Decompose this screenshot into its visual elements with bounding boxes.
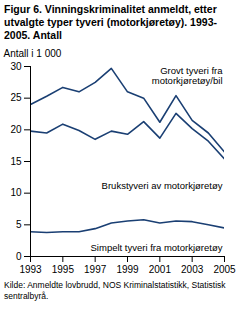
- svg-text:Simpelt tyveri fra motorkjøret: Simpelt tyveri fra motorkjøretøy: [91, 242, 223, 253]
- svg-text:Grovt tyveri framotorkjøretøy/: Grovt tyveri framotorkjøretøy/bil: [152, 65, 223, 86]
- svg-text:1999: 1999: [116, 264, 139, 275]
- svg-text:20: 20: [10, 124, 22, 135]
- svg-text:Antall i 1 000: Antall i 1 000: [4, 48, 62, 59]
- svg-text:10: 10: [10, 187, 22, 198]
- html-text:Kilde: Anmeldte lovbrudd, NOS: Kilde: Anmeldte lovbrudd, NOS Kriminalst…: [4, 280, 226, 301]
- svg-text:1995: 1995: [52, 264, 75, 275]
- svg-text:25: 25: [10, 92, 22, 103]
- svg-text:1993: 1993: [19, 264, 42, 275]
- svg-text:15: 15: [10, 156, 22, 167]
- svg-text:Brukstyveri av motorkjøretøy: Brukstyveri av motorkjøretøy: [102, 180, 223, 191]
- svg-text:2001: 2001: [149, 264, 172, 275]
- svg-text:2003: 2003: [181, 264, 204, 275]
- svg-text:0: 0: [16, 251, 22, 262]
- svg-text:2005: 2005: [213, 264, 236, 275]
- html-text:Figur 6. Vinningskriminalitet: Figur 6. Vinningskriminalitet anmeldt, e…: [4, 3, 217, 41]
- svg-text:5: 5: [16, 219, 22, 230]
- svg-text:30: 30: [10, 61, 22, 72]
- svg-text:1997: 1997: [84, 264, 107, 275]
